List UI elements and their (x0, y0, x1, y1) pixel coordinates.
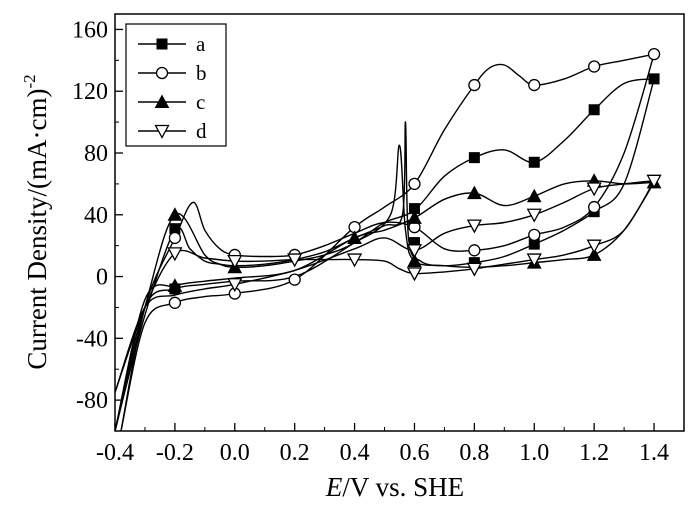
legend-box (125, 23, 227, 147)
series-c-point (167, 278, 183, 292)
series-a-point (468, 152, 480, 164)
y-tick-label: 0 (96, 265, 108, 291)
x-tick-label: 1.2 (579, 440, 609, 466)
series-c-reverse-line (115, 144, 655, 431)
legend-c-marker (154, 94, 170, 108)
series-d-point (586, 239, 602, 254)
plot-frame (114, 13, 685, 432)
y-tick-label: -40 (76, 326, 108, 352)
series-b-point (468, 244, 481, 257)
series-markers (167, 48, 662, 309)
legend-b-marker (155, 66, 169, 80)
series-a-forward-line (115, 78, 655, 431)
series-d-point (466, 219, 482, 234)
x-tick-label: -0.4 (96, 440, 134, 466)
y-axis: -80 -40 0 40 80 120 160 (72, 17, 123, 432)
x-tick-label: 0.0 (220, 440, 250, 466)
series-d-point (287, 253, 303, 268)
series-d-point (526, 208, 542, 223)
series-d-forward-line (115, 180, 655, 393)
series-d-point (346, 253, 363, 268)
series-b-point (528, 228, 541, 242)
series-d-reverse-line (115, 180, 655, 393)
series-c-point (167, 207, 183, 221)
series-a-point (588, 104, 600, 116)
legend-d-marker (154, 124, 170, 139)
x-tick-label: 0.6 (399, 440, 429, 466)
series-c-point (586, 247, 602, 261)
x-axis-title-text: /V vs. SHE (342, 472, 464, 502)
y-tick-label: 160 (72, 17, 108, 43)
series-b-point (288, 273, 301, 286)
series-b-forward-line (120, 53, 655, 431)
y-tick-label: -80 (76, 388, 108, 414)
series-c-point (407, 253, 422, 268)
series-d-point (406, 267, 423, 282)
x-tick-label: 1.4 (639, 440, 669, 466)
series-d-point (646, 174, 662, 189)
x-tick-label: 0.2 (280, 440, 310, 466)
series-d-point (227, 278, 243, 293)
series-a-point (648, 73, 660, 85)
series-d-point (227, 254, 243, 269)
series-b-point (468, 78, 481, 92)
y-axis-title-text: Current Density/(mA·cm) (22, 88, 52, 369)
x-axis: -0.4 -0.2 0.0 0.2 0.4 0.6 0.8 1.0 1.2 1.4 (96, 423, 685, 466)
series-d-point (406, 244, 423, 259)
legend-a-label: a (196, 32, 206, 56)
series-b-point (528, 78, 541, 92)
series-a-point (528, 156, 540, 168)
series-b-point (168, 231, 182, 245)
series-b-point (408, 177, 421, 191)
series-c-point (526, 188, 542, 203)
legend-c-label: c (196, 90, 205, 114)
legend-b-label: b (196, 61, 207, 85)
y-tick-label: 120 (72, 79, 108, 105)
series-c-point (467, 185, 482, 200)
series-b-point (168, 296, 182, 309)
series-d-point (167, 247, 183, 262)
series-c-point (407, 210, 422, 224)
y-axis-title-superscript: -2 (20, 74, 39, 88)
x-tick-label: -0.2 (156, 440, 194, 466)
series-c-forward-line (115, 180, 655, 431)
series-b-point (588, 200, 601, 214)
x-tick-label: 1.0 (519, 440, 549, 466)
x-axis-title-symbol: E (325, 472, 343, 502)
y-tick-label: 40 (84, 203, 108, 229)
series-c-point (347, 230, 362, 244)
y-axis-title: Current Density/(mA·cm)-2 (20, 74, 52, 369)
x-tick-label: 0.8 (459, 440, 489, 466)
series-d-point (526, 253, 542, 268)
legend-d-label: d (196, 119, 207, 143)
series-d-point (586, 182, 602, 197)
series-b-point (588, 60, 601, 73)
x-tick-label: 0.4 (340, 440, 370, 466)
legend-a-marker (156, 38, 168, 50)
x-axis-title: E/V vs. SHE (325, 472, 464, 502)
y-tick-label: 80 (84, 141, 108, 167)
series-d-point (466, 262, 482, 277)
series-b-point (647, 48, 661, 61)
